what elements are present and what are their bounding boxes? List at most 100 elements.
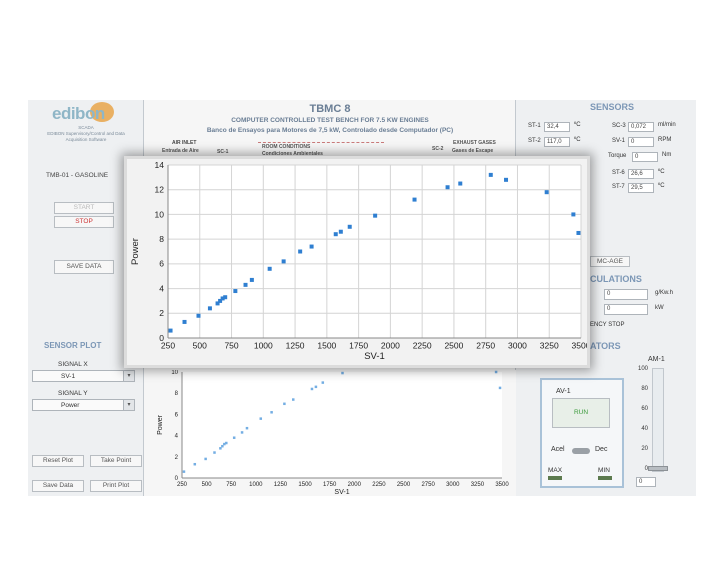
model-label: TMB-01 - GASOLINE [46,172,109,179]
x-tick-label: 2250 [372,482,386,488]
sensor-label-st-2: ST-2 [528,138,541,144]
data-point [233,289,238,294]
sensor-label-st-6: ST-6 [612,170,625,176]
main-plot-area [168,165,581,338]
data-point [333,232,338,237]
x-tick-label: 2500 [444,341,463,351]
am1-scale-tick: 100 [637,366,648,372]
data-point [544,190,549,195]
am1-slider-handle[interactable] [648,466,668,471]
logo-line1: SCADA [78,125,94,130]
calc-unit-1: g/Kw.h [655,290,674,296]
data-point [347,224,352,229]
data-point [341,371,344,375]
data-point [259,417,263,420]
x-tick-label: 250 [161,341,175,351]
data-point [213,451,216,454]
data-point [338,229,343,234]
y-tick-label: 2 [175,455,179,461]
mc-age-button[interactable]: MC-AGE [590,256,630,267]
signal-y-label: SIGNAL Y [58,390,88,397]
x-tick-label: 1000 [249,482,263,488]
data-point [270,411,273,414]
data-point [412,197,417,202]
x-tick-label: 750 [224,341,238,351]
data-point [576,230,581,235]
sc1-label: SC-1 [217,149,229,155]
acel-dec-toggle[interactable] [572,448,590,454]
dec-label: Dec [595,446,608,453]
data-point [243,282,248,287]
x-tick-label: 3000 [446,482,460,488]
x-tick-label: 3250 [471,482,485,488]
run-button[interactable]: RUN [552,398,610,428]
actuators-title: ATORS [590,341,621,351]
data-point [232,436,236,439]
sensor-label-torque: Torque [608,153,627,159]
y-axis-label: Power [130,238,141,265]
sensor-label-st-7: ST-7 [612,184,625,190]
signal-x-value: SV-1 [61,373,76,380]
sensor-label-sc-3: SC-3 [612,123,626,129]
data-point [223,442,226,446]
x-axis-label: SV-1 [364,351,385,362]
sensor-value-st-7: 29,5 [628,183,654,193]
x-tick-label: 1750 [349,341,368,351]
data-point [207,306,212,311]
data-point [571,212,576,217]
y-axis-label: Power [157,414,164,435]
main-plot: 250 500 750 1000 1250 1500 1750 2000 2250 2500 275… [127,159,591,365]
data-point [225,441,228,445]
x-tick-label: 500 [193,341,207,351]
am1-value[interactable]: 0 [636,477,656,487]
sensor-unit-st-1: ºC [574,122,581,128]
reset-plot-button[interactable]: Reset Plot [32,455,84,467]
sensor-value-st-2: 117,0 [544,137,570,147]
logo-brand: edibon [52,104,105,123]
save-data-button[interactable]: SAVE DATA [54,260,114,274]
am1-scale-tick: 20 [641,446,648,452]
air-inlet-label: AIR INLET [172,140,197,146]
sensor-label-st-1: ST-1 [528,123,541,129]
data-point [283,402,286,406]
data-point [309,244,314,249]
sensor-unit-sc-3: ml/min [658,122,676,128]
background-plot: 250 500 750 1000 1250 1500 1750 2000 2250 2500 275… [144,370,516,496]
data-point [504,177,509,182]
page-subtitle-en: COMPUTER CONTROLLED TEST BENCH FOR 7.5 K… [231,117,429,124]
save-data-plot-button[interactable]: Save Data [32,480,84,492]
x-tick-label: 3000 [508,341,527,351]
y-tick-label: 2 [159,308,164,318]
am1-scale-tick: 80 [641,386,648,392]
calc-value-1: 0 [604,289,648,300]
data-point [223,295,228,300]
y-tick-label: 12 [155,185,165,195]
y-tick-label: 8 [175,391,179,397]
signal-y-select[interactable]: Power ▾ [32,399,135,411]
chevron-down-icon: ▾ [123,400,134,410]
signal-x-select[interactable]: SV-1 ▾ [32,370,135,382]
calculations-title: CULATIONS [590,274,642,284]
print-plot-button[interactable]: Print Plot [90,480,142,492]
data-point [245,426,249,430]
x-tick-label: 2500 [397,482,411,488]
acel-label: Acel [551,446,565,453]
am1-slider-track[interactable] [652,368,664,472]
y-tick-label: 0 [175,476,179,482]
min-label: MIN [598,467,610,474]
signal-y-value: Power [61,402,80,409]
data-point [219,447,222,450]
start-button[interactable]: START [54,202,114,214]
data-point [373,213,378,218]
x-tick-label: 2000 [348,482,362,488]
x-tick-label: 2000 [381,341,400,351]
edibon-logo-icon [90,102,114,122]
am1-label: AM-1 [648,356,665,363]
room-conditions-box [258,142,384,143]
data-point [182,319,187,324]
stop-button[interactable]: STOP [54,216,114,228]
y-tick-label: 6 [175,412,179,418]
data-point [488,172,493,177]
take-point-button[interactable]: Take Point [90,455,142,467]
x-tick-label: 1000 [254,341,273,351]
